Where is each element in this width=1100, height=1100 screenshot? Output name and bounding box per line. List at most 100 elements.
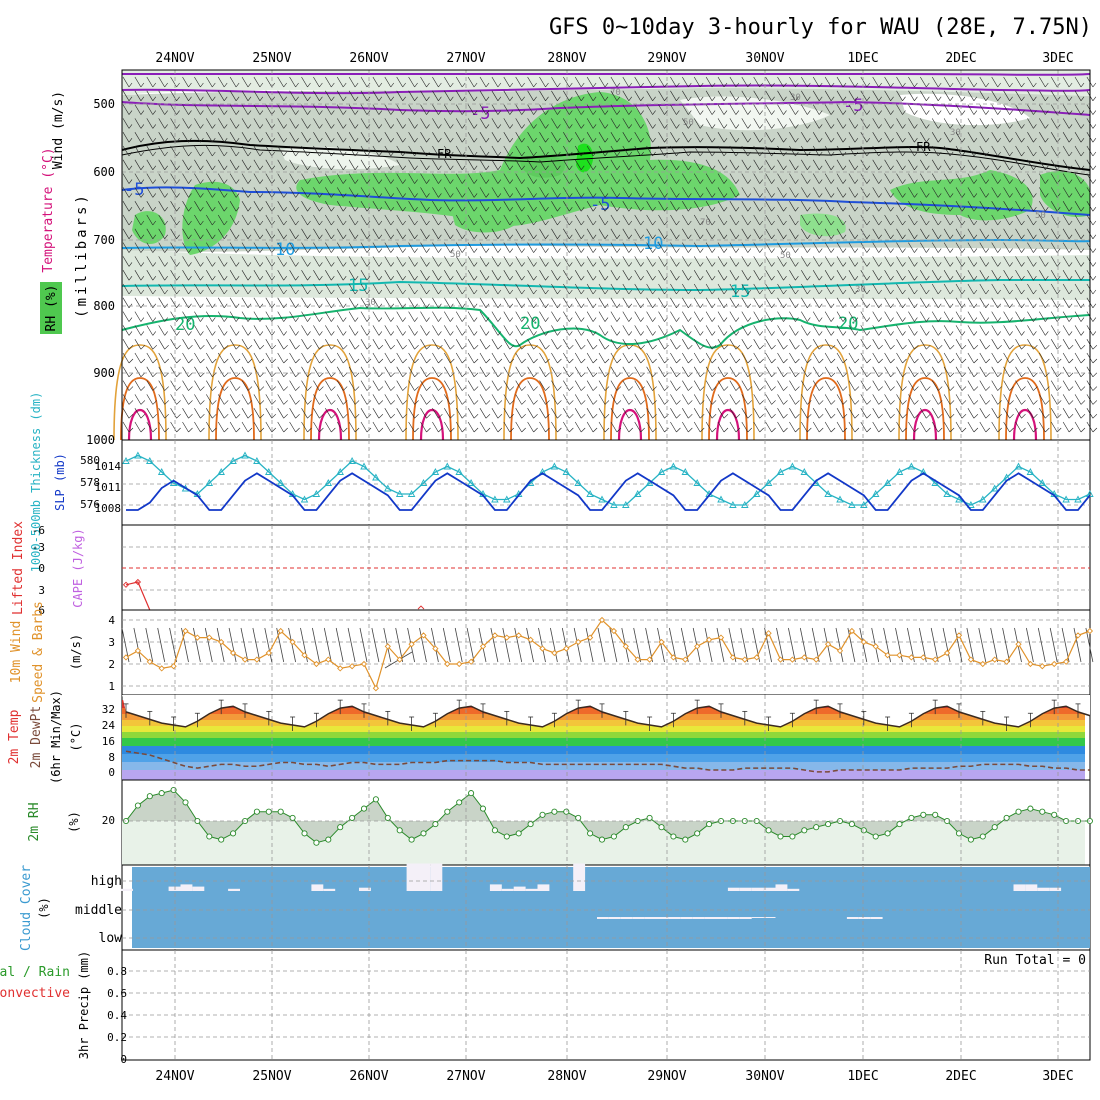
upper-wind-barb	[741, 173, 749, 184]
upper-wind-barb	[277, 214, 284, 226]
upper-wind-barb	[455, 214, 463, 226]
upper-wind-barb	[360, 145, 368, 157]
upper-wind-barb	[622, 173, 630, 184]
upper-wind-barb	[455, 325, 463, 336]
wind10-barb	[680, 627, 689, 663]
upper-wind-barb-flag	[699, 427, 705, 433]
upper-wind-barb-flag	[961, 234, 966, 239]
upper-wind-barb-flag	[949, 165, 954, 170]
upper-wind-barb	[574, 118, 582, 129]
upper-wind-barb-flag	[485, 207, 490, 212]
wind10-point	[206, 634, 213, 641]
upper-wind-barb	[943, 283, 951, 295]
upper-wind-barb-flag	[735, 138, 740, 143]
upper-wind-barb	[396, 118, 403, 129]
thickness-point	[955, 495, 963, 503]
upper-wind-barb-flag	[592, 193, 597, 198]
upper-wind-barb	[182, 242, 189, 253]
upper-wind-barb-flag	[485, 82, 490, 88]
cloud-gridlines	[122, 865, 1090, 950]
upper-wind-barb	[467, 270, 475, 281]
wind10-barb	[157, 627, 166, 663]
upper-wind-barb	[277, 76, 284, 88]
upper-wind-barb	[265, 145, 273, 157]
upper-wind-barb-flag	[438, 372, 443, 378]
upper-wind-barb-flag	[818, 234, 823, 239]
upper-wind-barb	[444, 297, 451, 308]
upper-wind-barb-flag	[378, 400, 384, 405]
upper-wind-barb	[134, 408, 142, 419]
upper-wind-barb	[527, 104, 534, 115]
upper-wind-barb	[551, 201, 558, 212]
upper-wind-barb-flag	[414, 331, 418, 336]
upper-wind-barb-flag	[509, 110, 514, 115]
upper-wind-barb-flag	[783, 427, 788, 433]
upper-wind-barb	[491, 214, 499, 226]
upper-wind-barb-flag	[842, 427, 848, 433]
upper-wind-barb	[194, 380, 201, 391]
upper-wind-barb-flag	[1056, 344, 1062, 350]
upper-wind-barb	[884, 352, 891, 364]
upper-wind-barb-flag	[628, 220, 633, 226]
upper-wind-barb-flag	[747, 372, 753, 378]
upper-wind-barb-flag	[461, 220, 466, 226]
upper-wind-barb-flag	[212, 276, 216, 281]
upper-wind-barb	[515, 311, 522, 322]
upper-wind-barb-flag	[688, 165, 692, 170]
upper-wind-barb-flag	[676, 386, 681, 391]
upper-wind-barb-flag	[307, 344, 312, 350]
upper-wind-barb-flag	[1033, 234, 1037, 239]
upper-wind-barb-flag	[235, 372, 241, 378]
upper-wind-barb	[717, 270, 725, 281]
upper-wind-barb	[670, 270, 677, 281]
cloud-mid-bar	[846, 917, 859, 919]
upper-wind-barb	[741, 325, 749, 336]
upper-wind-barb	[122, 76, 130, 88]
upper-wind-barb	[1003, 187, 1010, 198]
upper-wind-barb-flag	[664, 82, 668, 88]
upper-wind-barb	[586, 104, 594, 115]
upper-wind-barb	[527, 145, 534, 157]
upper-wind-barb-flag	[723, 413, 729, 419]
upper-wind-barb	[705, 421, 713, 433]
upper-wind-barb-flag	[366, 96, 371, 101]
cloud-mid-bar	[597, 917, 609, 919]
upper-wind-barb-flag	[497, 207, 502, 212]
upper-wind-barb	[860, 408, 868, 419]
upper-y-tick: 700	[93, 233, 115, 247]
upper-wind-barb-flag	[414, 262, 418, 267]
upper-wind-barb	[170, 408, 177, 419]
upper-wind-barb-flag	[497, 344, 503, 350]
upper-wind-barb-flag	[878, 96, 882, 101]
upper-wind-barb	[753, 283, 760, 295]
upper-wind-barb	[812, 187, 820, 198]
upper-wind-barb	[253, 159, 261, 170]
wind10-point	[325, 656, 332, 663]
upper-wind-barb-flag	[592, 262, 597, 267]
upper-wind-barb	[729, 311, 737, 322]
upper-wind-barb-flag	[640, 138, 644, 143]
upper-wind-barb-flag	[188, 165, 192, 170]
upper-wind-barb	[241, 352, 249, 364]
upper-wind-barb	[479, 173, 487, 184]
upper-wind-barb	[503, 76, 511, 88]
upper-wind-barb-flag	[652, 138, 656, 143]
wind10-barb	[990, 627, 999, 663]
upper-wind-barb	[717, 214, 725, 226]
upper-wind-barb	[634, 352, 641, 364]
upper-wind-barb	[848, 352, 856, 364]
upper-wind-barb-flag	[509, 220, 514, 226]
contour-label-15: 15	[348, 276, 368, 296]
upper-wind-barb-flag	[461, 138, 466, 143]
upper-wind-barb-flag	[961, 193, 966, 198]
upper-wind-barb	[955, 242, 963, 253]
upper-wind-barb	[741, 159, 749, 170]
upper-wind-barb-flag	[604, 317, 609, 322]
upper-wind-barb-flag	[426, 234, 430, 239]
upper-wind-barb-flag	[795, 82, 799, 88]
upper-wind-barb-flag	[188, 138, 192, 143]
contour-minus5-blue	[121, 186, 1091, 216]
upper-wind-barb-flag	[235, 248, 240, 253]
upper-wind-barb	[789, 104, 796, 115]
upper-wind-barb	[336, 242, 344, 253]
